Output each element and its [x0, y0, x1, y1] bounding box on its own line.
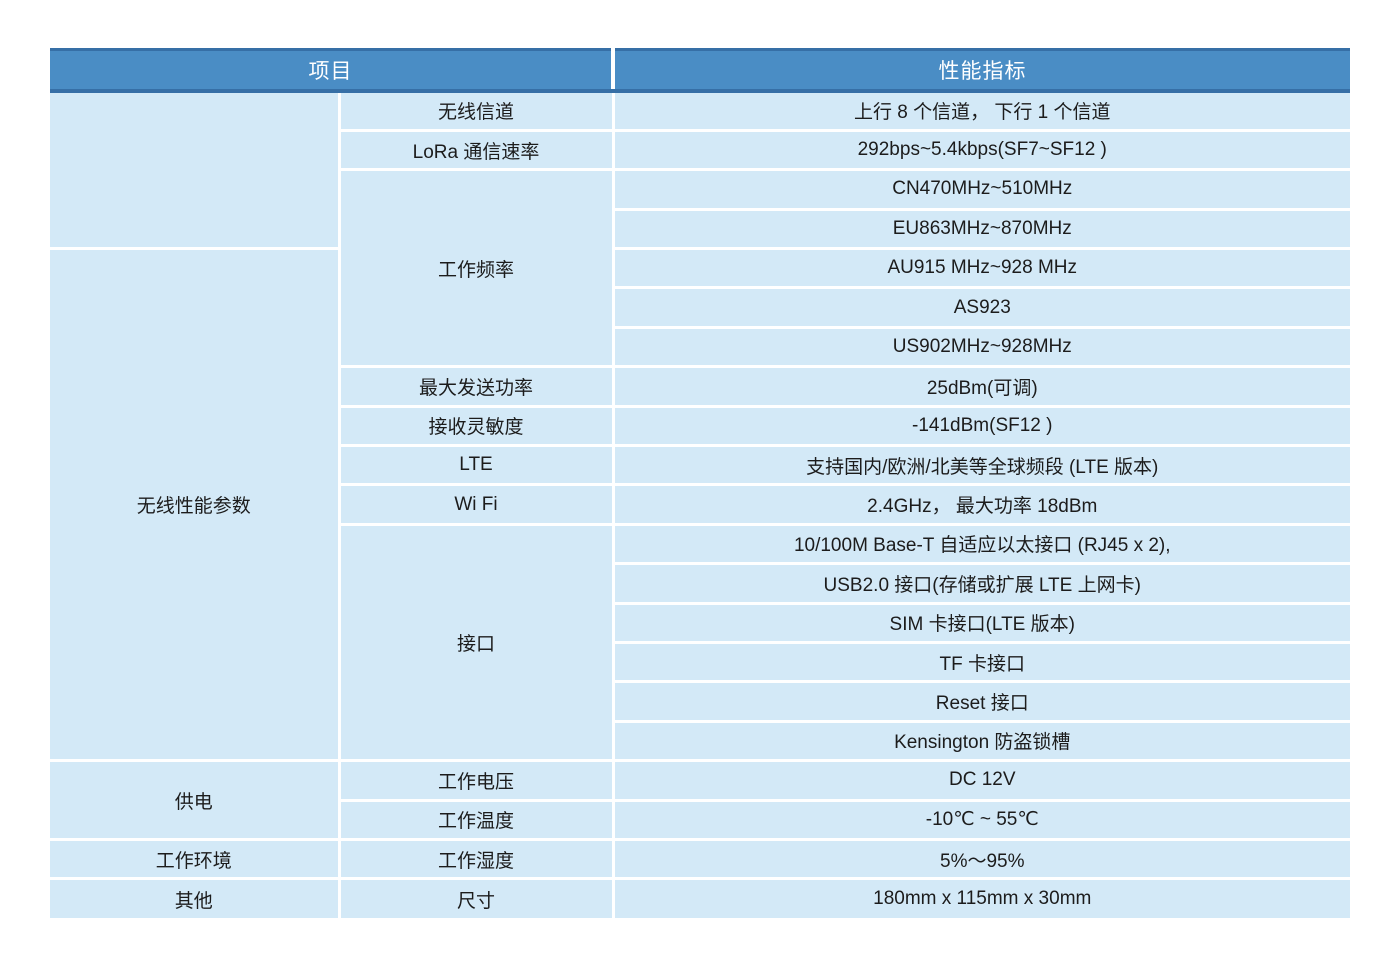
value-cell-ethernet: 10/100M Base-T 自适应以太接口 (RJ45 x 2),: [611, 522, 1350, 566]
value-cell-lora-rate: 292bps~5.4kbps(SF7~SF12 ): [611, 128, 1350, 172]
value-cell-working-temperature: -10℃ ~ 55℃: [611, 798, 1350, 841]
value-cell-reset: Reset 接口: [613, 680, 1350, 723]
group-cell-other: 其他: [50, 877, 341, 919]
value-cell-sim: SIM 卡接口(LTE 版本): [613, 601, 1350, 644]
table-row: 接收灵敏度 -141dBm(SF12 ): [50, 404, 1350, 448]
item-cell-wifi: Wi Fi: [339, 483, 615, 526]
table-row: 工作频率 CN470MHz~510MHz: [50, 168, 1350, 369]
value-cell-kensington: Kensington 防盗锁槽: [613, 719, 1350, 763]
item-cell-rx-sensitivity: 接收灵敏度: [339, 404, 615, 448]
value-cell-lte: 支持国内/欧洲/北美等全球频段 (LTE 版本): [611, 444, 1350, 487]
table-row: AS923: [50, 286, 1350, 329]
item-cell-wireless-channel: 无线信道: [337, 91, 615, 132]
item-cell-max-tx-power: 最大发送功率: [339, 365, 615, 408]
item-cell-lora-rate: LoRa 通信速率: [339, 128, 615, 172]
table-row: Reset 接口: [50, 680, 1350, 723]
table-row: SIM 卡接口(LTE 版本): [50, 601, 1350, 644]
value-cell-dimensions: 180mm x 115mm x 30mm: [611, 877, 1350, 919]
item-cell-working-humidity: 工作湿度: [337, 837, 615, 881]
item-cell-working-temperature: 工作温度: [339, 798, 615, 841]
table-row: 无线信道 上行 8 个信道， 下行 1 个信道: [50, 91, 1350, 251]
table-row: 其他 尺寸 180mm x 115mm x 30mm: [50, 877, 1350, 919]
table-row: 工作环境 工作湿度 5%～95%: [50, 837, 1350, 881]
table-row: 最大发送功率 25dBm(可调): [50, 365, 1350, 408]
value-cell-working-voltage: DC 12V: [611, 759, 1350, 802]
table-row: Wi Fi 2.4GHz， 最大功率 18dBm: [50, 483, 1350, 526]
item-cell-interfaces: 接口: [339, 522, 615, 763]
table-row: Kensington 防盗锁槽: [50, 719, 1350, 763]
value-cell-freq-us: US902MHz~928MHz: [613, 325, 1350, 369]
table-row: US902MHz~928MHz: [50, 325, 1350, 369]
table-row: 供电 工作电压 DC 12V: [50, 759, 1350, 841]
value-cell-tf: TF 卡接口: [613, 640, 1350, 684]
group-cell-empty: [50, 91, 341, 251]
group-cell-power: 供电: [50, 759, 341, 841]
value-cell-max-tx-power: 25dBm(可调): [611, 365, 1350, 408]
item-cell-working-voltage: 工作电压: [337, 759, 615, 802]
value-cell-freq-au: AU915 MHz~928 MHz: [611, 247, 1350, 290]
item-cell-dimensions: 尺寸: [337, 877, 615, 919]
table-row: LoRa 通信速率 292bps~5.4kbps(SF7~SF12 ): [50, 128, 1350, 172]
value-cell-freq-as: AS923: [613, 286, 1350, 329]
table-row: USB2.0 接口(存储或扩展 LTE 上网卡): [50, 562, 1350, 605]
table-row: EU863MHz~870MHz: [50, 207, 1350, 251]
value-cell-wifi: 2.4GHz， 最大功率 18dBm: [611, 483, 1350, 526]
header-item: 项目: [50, 48, 613, 93]
value-cell-rx-sensitivity: -141dBm(SF12 ): [611, 404, 1350, 448]
table-row: 无线性能参数 AU915 MHz~928 MHz: [50, 247, 1350, 763]
item-cell-working-frequency: 工作频率: [339, 168, 615, 369]
spec-table: 项目 性能指标 无线信道 上行 8 个信道， 下行 1 个信道 LoRa 通信速…: [50, 48, 1350, 919]
group-cell-environment: 工作环境: [50, 837, 341, 881]
value-cell-freq-cn: CN470MHz~510MHz: [611, 168, 1350, 211]
value-cell-wireless-channel: 上行 8 个信道， 下行 1 个信道: [611, 91, 1350, 132]
group-cell-wireless-params: 无线性能参数: [50, 247, 341, 763]
header-row: 项目 性能指标: [50, 48, 1350, 93]
table-row: 接口 10/100M Base-T 自适应以太接口 (RJ45 x 2),: [50, 522, 1350, 763]
value-cell-usb: USB2.0 接口(存储或扩展 LTE 上网卡): [613, 562, 1350, 605]
table-row: 工作温度 -10℃ ~ 55℃: [50, 798, 1350, 841]
header-spec: 性能指标: [611, 48, 1350, 93]
table-row: LTE 支持国内/欧洲/北美等全球频段 (LTE 版本): [50, 444, 1350, 487]
table-row: TF 卡接口: [50, 640, 1350, 684]
item-cell-lte: LTE: [339, 444, 615, 487]
value-cell-freq-eu: EU863MHz~870MHz: [613, 207, 1350, 251]
value-cell-working-humidity: 5%～95%: [611, 837, 1350, 881]
